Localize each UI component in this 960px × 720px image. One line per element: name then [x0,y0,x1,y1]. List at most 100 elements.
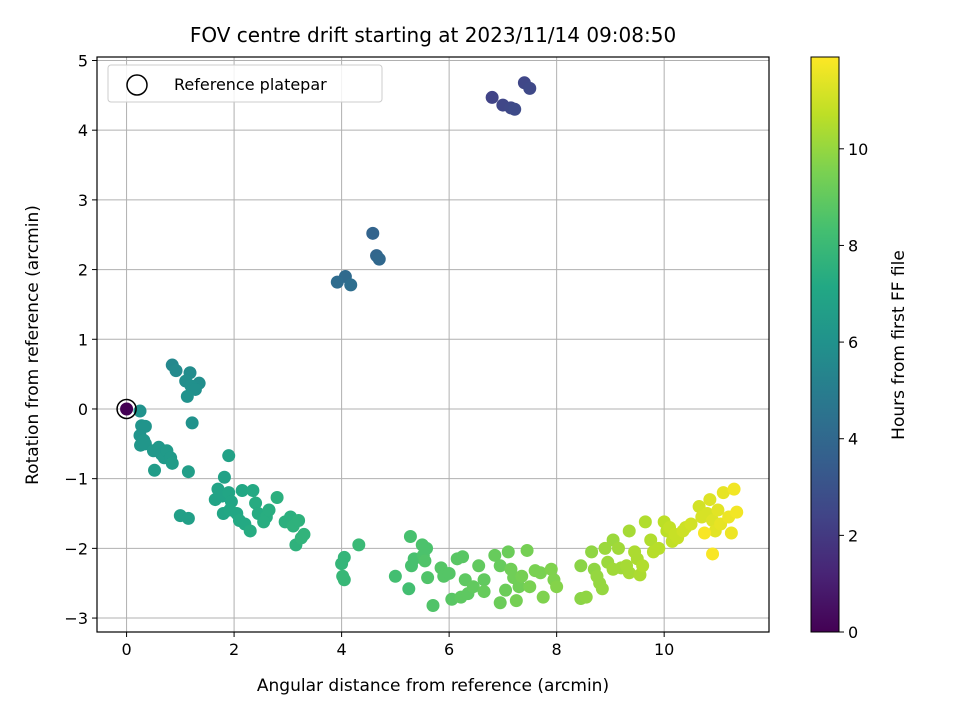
colorbar-tick-label: 4 [848,430,858,449]
chart-title: FOV centre drift starting at 2023/11/14 … [190,23,676,47]
data-point [270,490,284,504]
data-point [292,513,306,527]
data-point [148,463,162,477]
data-point [335,557,349,571]
data-point [585,545,599,559]
data-point [536,590,550,604]
data-point [523,580,537,594]
y-tick-label: 3 [78,191,88,210]
data-point [477,573,491,587]
data-point [724,526,738,540]
x-tick-label: 10 [654,640,674,659]
data-point [644,533,658,547]
data-point [638,515,652,529]
legend-box [107,64,383,103]
data-point [421,571,435,585]
data-point [297,527,311,541]
y-tick-label: 5 [78,51,88,70]
data-point [372,252,386,266]
data-point [165,456,179,470]
x-tick-label: 8 [552,640,562,659]
legend: Reference platepar [107,64,383,103]
data-point [249,496,263,510]
x-tick-label: 0 [121,640,131,659]
data-point [730,505,744,519]
data-point [504,562,518,576]
colorbar-tick-label: 2 [848,526,858,545]
plot-frame [96,56,770,633]
data-point [493,596,507,610]
x-axis-label: Angular distance from reference (arcmin) [257,676,609,696]
data-point [574,559,588,573]
data-point [598,541,612,555]
data-point [706,547,720,561]
reference-marker [116,398,137,420]
data-point [488,548,502,562]
data-point [493,559,507,573]
data-point [534,566,548,580]
data-point [485,90,499,104]
data-point [181,465,195,479]
data-point [727,482,741,496]
data-point [550,580,564,594]
data-point [703,493,717,507]
data-point [652,541,666,555]
data-point [684,517,698,531]
data-point [180,389,194,403]
x-tick-label: 4 [337,640,347,659]
data-point [697,526,711,540]
data-point [501,545,515,559]
data-point [426,599,440,613]
grid-lines [97,57,769,632]
legend-label-reference: Reference platepar [174,75,327,94]
data-point [544,562,558,576]
data-point [515,569,529,583]
data-point [133,404,147,418]
data-point [595,582,609,596]
data-point [636,559,650,573]
x-axis-ticks: 0 2 4 6 8 10 [121,632,674,659]
y-axis-ticks: −3 −2 −1 0 1 2 3 4 5 [64,51,97,628]
colorbar-tick-label: 0 [848,623,858,642]
data-point [330,275,344,289]
data-point [520,543,534,557]
y-tick-label: 0 [78,400,88,419]
colorbar-tick-label: 8 [848,236,858,255]
data-point [456,550,470,564]
scatter-points [116,76,744,613]
y-axis-label: Rotation from reference (arcmin) [23,205,43,485]
y-tick-label: −3 [64,609,88,628]
data-point [472,559,486,573]
data-point [257,515,271,529]
data-point [466,580,480,594]
data-point [262,503,276,517]
colorbar-tick-label: 10 [848,140,868,159]
colorbar-gradient [810,56,840,633]
y-tick-label: 2 [78,261,88,280]
data-point [181,511,195,525]
y-tick-label: −1 [64,470,88,489]
data-point [508,102,522,116]
data-point [388,569,402,583]
data-point [217,470,231,484]
data-point [512,580,526,594]
data-point [222,449,236,463]
x-tick-label: 6 [444,640,454,659]
data-point [169,364,183,378]
data-point [185,416,199,430]
y-tick-label: −2 [64,539,88,558]
legend-marker-reference [126,74,148,96]
data-point [622,566,636,580]
data-point [344,278,358,292]
data-point [243,524,257,538]
data-point [352,538,366,552]
x-tick-label: 2 [229,640,239,659]
colorbar: 0 2 4 6 8 10 Hours from first FF file [810,56,909,642]
data-point [509,594,523,608]
y-tick-label: 4 [78,121,88,140]
data-point [523,81,537,95]
data-point [477,585,491,599]
data-point [499,583,513,597]
